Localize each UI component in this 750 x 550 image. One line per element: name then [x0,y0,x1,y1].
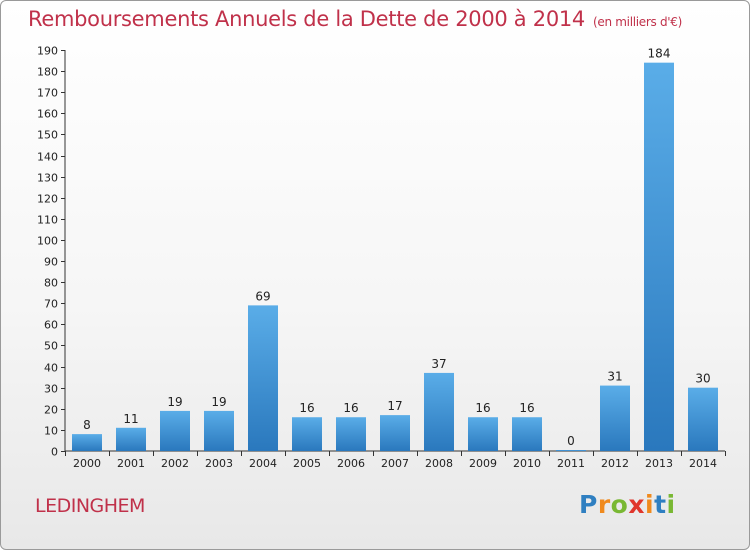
y-tick-label: 120 [37,193,58,206]
x-tick-label: 2002 [161,457,189,470]
chart-bars [72,62,718,452]
bar-value-label: 0 [567,434,575,448]
x-tick-label: 2012 [601,457,629,470]
bar [380,415,410,451]
bar-value-label: 19 [167,395,182,409]
bar [512,417,542,451]
y-tick-label: 80 [44,277,58,290]
y-tick-label: 40 [44,362,58,375]
title-text: Remboursements Annuels de la Dette de 20… [28,7,585,31]
y-tick-label: 30 [44,383,58,396]
y-tick-label: 20 [44,404,58,417]
bar-value-label: 16 [475,401,490,415]
bar-value-label: 30 [695,372,710,386]
bar-value-label: 11 [123,412,138,426]
y-tick-label: 10 [44,425,58,438]
logo-letter: i [645,490,655,519]
x-tick-label: 2011 [557,457,585,470]
y-tick-label: 110 [37,214,58,227]
bar [160,410,190,451]
bar [424,372,454,451]
logo-letter: P [579,490,598,519]
chart-axes: 0102030405060708090100110120130140150160… [37,45,726,459]
x-tick-label: 2001 [117,457,145,470]
bar [468,417,498,451]
commune-name: LEDINGHEM [35,495,145,517]
logo-letter: o [610,490,629,519]
x-tick-label: 2004 [249,457,277,470]
y-tick-label: 170 [37,87,58,100]
bar [688,387,718,451]
x-tick-label: 2003 [205,457,233,470]
chart-labels: 8 2000 11 2001 19 2002 19 2003 69 2004 16 2005 16 200… [73,47,717,470]
x-tick-label: 2008 [425,457,453,470]
bar-value-label: 16 [343,401,358,415]
bar [204,410,234,451]
bar-value-label: 16 [299,401,314,415]
y-tick-label: 140 [37,151,58,164]
bar [72,434,102,451]
logo-letter: r [597,490,611,519]
x-tick-label: 2014 [689,457,717,470]
x-tick-label: 2000 [73,457,101,470]
bar-value-label: 37 [431,357,446,371]
bar-value-label: 184 [648,47,671,61]
y-tick-label: 160 [37,108,58,121]
y-tick-label: 50 [44,340,58,353]
y-tick-label: 130 [37,172,58,185]
bar-value-label: 31 [607,370,622,384]
bar [644,62,674,452]
y-tick-label: 0 [51,446,58,459]
x-tick-label: 2005 [293,457,321,470]
proxiti-logo: Proxiti [579,490,676,519]
bar [116,427,146,451]
y-tick-label: 70 [44,298,58,311]
unit-label: (en milliers d'€) [593,15,683,29]
bar-value-label: 17 [387,399,402,413]
bar [248,305,278,451]
x-tick-label: 2010 [513,457,541,470]
bar-value-label: 19 [211,395,226,409]
x-tick-label: 2007 [381,457,409,470]
x-tick-label: 2009 [469,457,497,470]
logo-letter: x [628,490,645,519]
x-tick-label: 2006 [337,457,365,470]
logo-letter: i [666,490,676,519]
y-tick-label: 90 [44,256,58,269]
bar [600,385,630,451]
y-tick-label: 60 [44,319,58,332]
bar-value-label: 8 [83,418,91,432]
y-tick-label: 100 [37,235,58,248]
bar [292,417,322,451]
y-tick-label: 150 [37,129,58,142]
bar [336,417,366,451]
chart-title: Remboursements Annuels de la Dette de 20… [28,7,682,31]
x-tick-label: 2013 [645,457,673,470]
bar-value-label: 69 [255,289,270,303]
y-tick-label: 180 [37,66,58,79]
bar-value-label: 16 [519,401,534,415]
y-tick-label: 190 [37,45,58,58]
logo-letter: t [654,490,667,519]
bar [556,450,586,451]
